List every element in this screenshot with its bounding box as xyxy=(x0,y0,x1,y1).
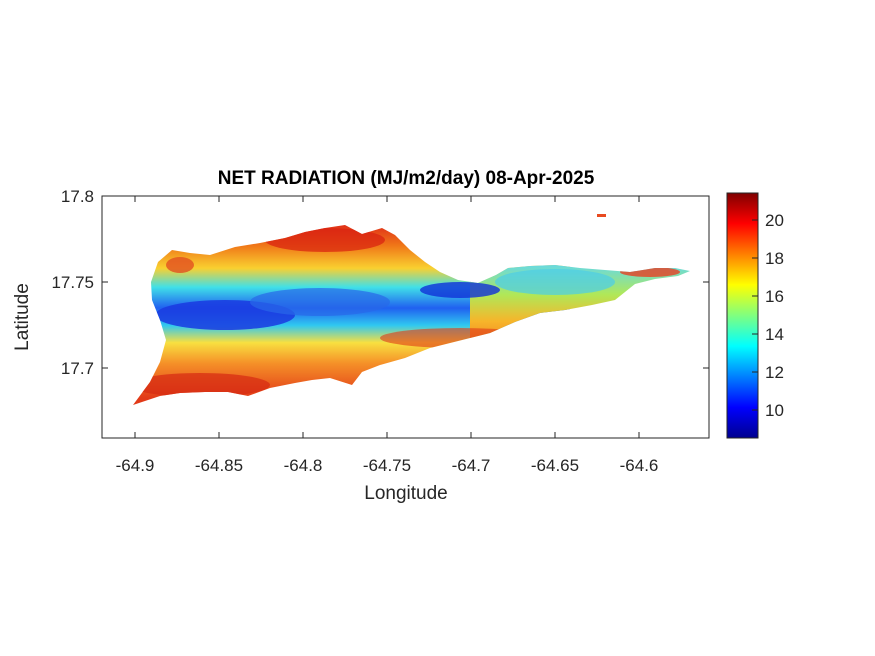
y-tick-label: 17.75 xyxy=(51,273,94,292)
x-tick-label: -64.85 xyxy=(195,456,243,475)
colorbar-tick-label: 10 xyxy=(765,401,784,420)
low-core-east xyxy=(420,282,500,298)
colorbar-tick-label: 12 xyxy=(765,363,784,382)
x-tick-label: -64.7 xyxy=(452,456,491,475)
x-tick-label: -64.9 xyxy=(116,456,155,475)
y-tick-label: 17.7 xyxy=(61,359,94,378)
x-axis: -64.9 -64.85 -64.8 -64.75 -64.7 -64.65 -… xyxy=(116,196,659,504)
y-tick-label: 17.8 xyxy=(61,187,94,206)
chart-title: NET RADIATION (MJ/m2/day) 08-Apr-2025 xyxy=(218,168,595,189)
x-tick-label: -64.65 xyxy=(531,456,579,475)
colorbar-ramp xyxy=(726,192,759,439)
high-south-west xyxy=(133,373,270,397)
x-tick-label: -64.8 xyxy=(284,456,323,475)
islet xyxy=(597,214,606,217)
x-tick-label: -64.6 xyxy=(620,456,659,475)
x-tick-label: -64.75 xyxy=(363,456,411,475)
colorbar-tick-label: 14 xyxy=(765,325,784,344)
map-axes: -64.9 -64.85 -64.8 -64.75 -64.7 -64.65 -… xyxy=(12,187,710,504)
colorbar-tick-label: 16 xyxy=(765,287,784,306)
colorbar-tick-label: 20 xyxy=(765,211,784,230)
colorbar: 10 12 14 16 18 20 xyxy=(726,192,784,439)
x-axis-label: Longitude xyxy=(364,483,447,504)
low-core-mid xyxy=(250,288,390,316)
y-axis: 17.8 17.75 17.7 Latitude xyxy=(12,187,709,378)
colorbar-tick-label: 18 xyxy=(765,249,784,268)
y-axis-label: Latitude xyxy=(12,283,33,351)
